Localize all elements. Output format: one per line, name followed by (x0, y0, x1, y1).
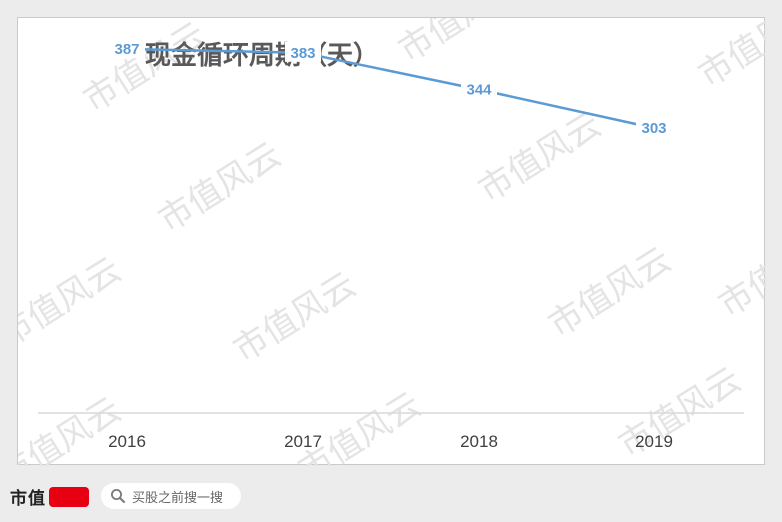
watermark: 市值风云 (292, 385, 429, 466)
brand-logo[interactable]: 市值 (10, 484, 89, 509)
chart-frame: 市值风云 市值风云 市值风云 市值风云 市值风云 市值风云 市值风云 市值风云 市值风云 市值风云… (17, 17, 766, 466)
data-label: 303 (641, 120, 666, 137)
footer-bar: 市值 买股之前搜一搜 (0, 475, 782, 522)
data-label-background (285, 41, 321, 62)
data-label-background (461, 78, 497, 99)
watermark: 市值风云 (472, 105, 609, 211)
watermark: 市值风云 (692, 18, 766, 96)
logo-seal-icon (49, 486, 89, 507)
data-label: 383 (290, 45, 315, 62)
x-tick-label: 2018 (460, 432, 498, 451)
series-line (126, 47, 655, 130)
x-tick-label: 2017 (284, 432, 322, 451)
logo-text: 市值 (10, 489, 46, 509)
series-layer (126, 47, 655, 130)
search-placeholder: 买股之前搜一搜 (132, 490, 224, 506)
chart-title: 现金循环周期（天） (145, 40, 379, 71)
x-axis-ticks: 2016 2017 2018 2019 (108, 432, 673, 451)
search-icon (110, 488, 126, 504)
data-label: 387 (114, 41, 139, 58)
watermark: 市值风云 (227, 265, 364, 371)
data-label-background (109, 38, 145, 59)
x-tick-label: 2019 (635, 432, 673, 451)
watermark: 市值风云 (392, 18, 529, 71)
search-pill[interactable]: 买股之前搜一搜 (101, 483, 241, 509)
watermark: 市值风云 (18, 250, 128, 356)
watermark: 市值风云 (152, 135, 289, 241)
data-labels: 387 383 344 303 (109, 38, 672, 138)
data-label: 344 (466, 81, 492, 98)
data-label-background (636, 117, 672, 138)
watermark: 市值风云 (18, 390, 128, 466)
watermark: 市值风云 (712, 220, 766, 326)
watermark: 市值风云 (542, 240, 679, 346)
x-tick-label: 2016 (108, 432, 146, 451)
